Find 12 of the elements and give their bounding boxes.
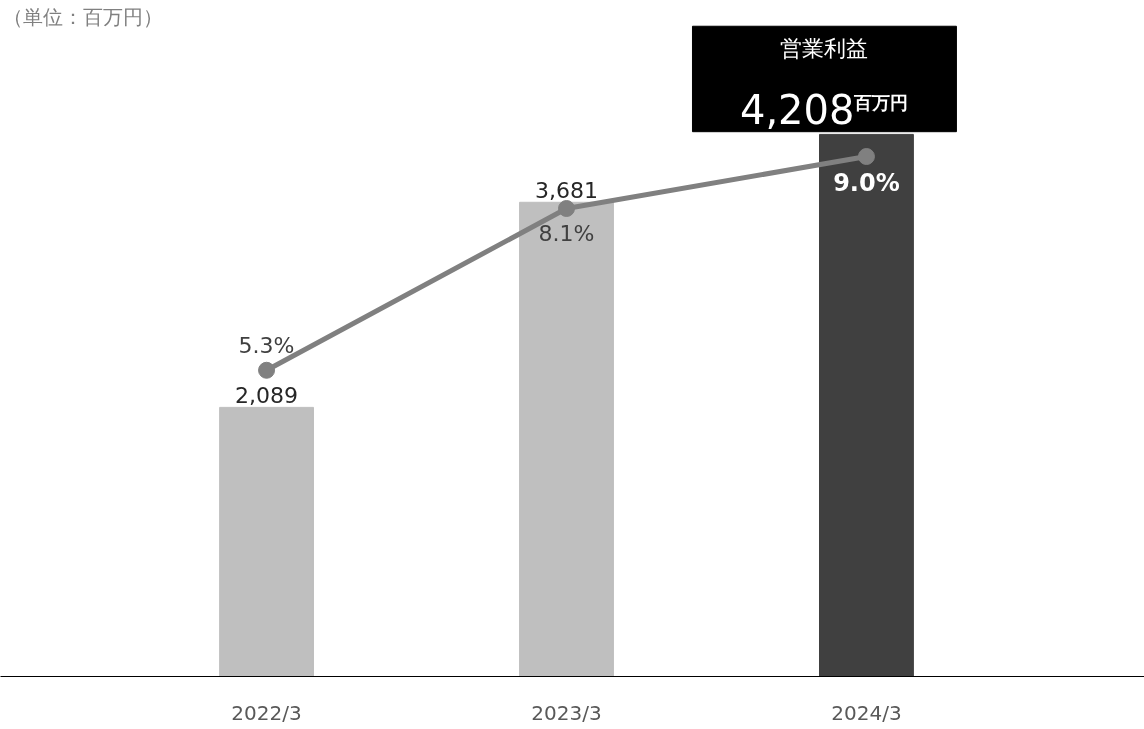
- text: （単位：百万円）: [3, 4, 164, 29]
- data-label: 2,089: [235, 383, 299, 409]
- text: 営業利益: [780, 36, 869, 62]
- x-tick-label: 2022/3: [231, 700, 302, 725]
- x-tick-label: 2024/3: [831, 700, 902, 725]
- text: 百万円: [853, 92, 909, 114]
- data-label: 4,208: [739, 86, 855, 133]
- data-label: 9.0%: [833, 168, 900, 197]
- data-label: 3,681: [535, 178, 598, 204]
- x-tick-label: 2023/3: [531, 700, 602, 725]
- data-label: 5.3%: [238, 333, 295, 359]
- data-label: 8.1%: [538, 220, 595, 246]
